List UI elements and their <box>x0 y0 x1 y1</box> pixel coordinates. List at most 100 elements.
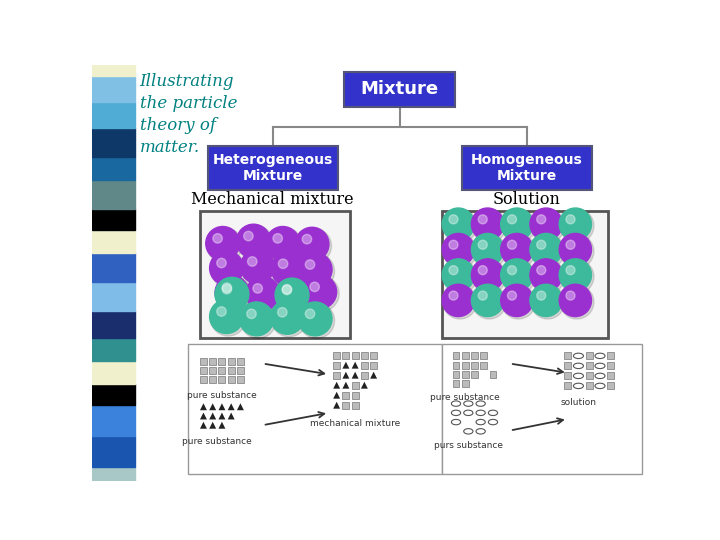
Polygon shape <box>343 362 349 369</box>
Circle shape <box>277 308 287 317</box>
Bar <box>361 362 368 369</box>
Circle shape <box>536 215 546 224</box>
Bar <box>462 362 469 369</box>
Circle shape <box>279 259 288 268</box>
Bar <box>92 128 135 157</box>
Circle shape <box>530 233 562 266</box>
Bar <box>564 382 571 389</box>
Circle shape <box>530 208 562 240</box>
Bar <box>228 367 235 374</box>
Bar <box>92 338 135 361</box>
Polygon shape <box>200 422 207 429</box>
Bar <box>453 380 459 387</box>
Circle shape <box>478 291 487 300</box>
Circle shape <box>210 300 246 336</box>
Polygon shape <box>200 403 207 410</box>
Bar <box>333 362 340 369</box>
Bar <box>442 343 642 475</box>
FancyBboxPatch shape <box>207 146 338 190</box>
Bar <box>351 382 359 389</box>
Bar <box>92 311 135 338</box>
Bar <box>471 353 478 359</box>
Bar <box>92 209 135 231</box>
Circle shape <box>275 278 309 312</box>
Circle shape <box>449 240 458 249</box>
Circle shape <box>247 278 282 313</box>
Circle shape <box>299 303 335 339</box>
Bar <box>92 384 135 405</box>
Bar <box>92 253 135 282</box>
Polygon shape <box>361 382 368 389</box>
Circle shape <box>240 249 274 284</box>
Bar <box>607 362 614 369</box>
Circle shape <box>305 260 315 269</box>
Circle shape <box>531 209 564 243</box>
Circle shape <box>508 215 516 224</box>
Circle shape <box>299 253 335 289</box>
Bar <box>343 402 349 409</box>
Polygon shape <box>218 413 225 420</box>
Circle shape <box>296 228 331 264</box>
Circle shape <box>478 215 487 224</box>
Bar <box>237 358 244 365</box>
Bar <box>333 373 340 379</box>
Bar <box>210 358 216 365</box>
Text: purs substance: purs substance <box>434 441 503 450</box>
Bar <box>92 180 135 209</box>
Bar <box>462 353 469 359</box>
Circle shape <box>449 215 458 224</box>
Bar <box>200 358 207 365</box>
Circle shape <box>442 233 474 266</box>
Circle shape <box>500 208 533 240</box>
Circle shape <box>472 208 504 240</box>
Circle shape <box>531 260 564 294</box>
Circle shape <box>210 300 243 334</box>
Circle shape <box>449 266 458 275</box>
Polygon shape <box>210 422 216 429</box>
Bar <box>188 343 442 475</box>
Circle shape <box>222 285 232 294</box>
Polygon shape <box>333 402 340 409</box>
Circle shape <box>243 231 253 241</box>
Circle shape <box>500 284 533 316</box>
Bar <box>480 353 487 359</box>
Bar <box>92 76 135 102</box>
Polygon shape <box>218 422 225 429</box>
Polygon shape <box>333 382 340 389</box>
Bar <box>607 382 614 389</box>
Circle shape <box>253 284 262 293</box>
Circle shape <box>222 283 232 292</box>
Circle shape <box>472 209 506 243</box>
Circle shape <box>472 260 506 294</box>
Text: solution: solution <box>560 398 596 407</box>
Bar <box>333 353 340 359</box>
Circle shape <box>442 208 474 240</box>
Polygon shape <box>228 403 235 410</box>
Bar <box>490 371 496 378</box>
Bar <box>586 373 593 379</box>
Circle shape <box>282 285 292 294</box>
Circle shape <box>217 307 226 316</box>
FancyBboxPatch shape <box>462 146 592 190</box>
Circle shape <box>531 234 564 268</box>
Circle shape <box>500 259 533 291</box>
Bar <box>564 373 571 379</box>
Circle shape <box>560 234 594 268</box>
Text: mechanical mixture: mechanical mixture <box>310 419 400 428</box>
Circle shape <box>246 276 279 310</box>
FancyBboxPatch shape <box>344 72 455 107</box>
Text: pure substance: pure substance <box>431 393 500 402</box>
Bar <box>351 402 359 409</box>
Circle shape <box>241 251 276 286</box>
Circle shape <box>443 260 477 294</box>
Circle shape <box>508 240 516 249</box>
Circle shape <box>559 233 592 266</box>
Bar <box>92 467 135 481</box>
Bar <box>343 393 349 400</box>
Bar <box>92 361 135 384</box>
Circle shape <box>472 234 506 268</box>
Circle shape <box>442 284 474 316</box>
Circle shape <box>215 278 249 311</box>
Circle shape <box>566 240 575 249</box>
Circle shape <box>305 309 315 319</box>
